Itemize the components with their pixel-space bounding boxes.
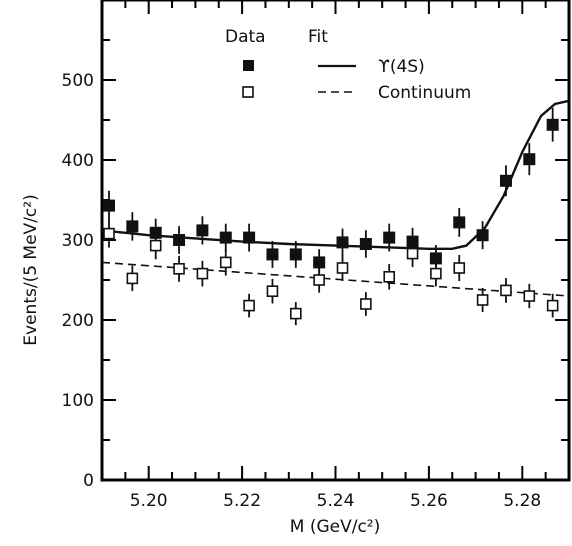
x-tick-label: 5.28	[503, 491, 541, 511]
y-tick-label: 300	[62, 231, 94, 251]
data-point-filled	[219, 231, 232, 244]
continuum-point-open	[243, 299, 255, 312]
data-point-filled	[126, 220, 139, 233]
legend-filled-square-marker	[243, 60, 254, 71]
continuum-point-open	[196, 267, 209, 280]
continuum-point-open	[126, 272, 139, 285]
data-point-filled	[103, 199, 116, 212]
continuum-fit-line	[101, 261, 570, 297]
legend-fit-label-continuum: Continuum	[378, 83, 471, 103]
data-point-filled	[523, 153, 536, 166]
continuum-point-open	[406, 247, 419, 260]
data-point-filled	[196, 224, 209, 237]
continuum-point-open	[219, 256, 232, 269]
y-axis-label: Events/(5 MeV/c²)	[21, 194, 41, 345]
data-point-filled	[289, 248, 302, 261]
continuum-point-open	[290, 307, 302, 320]
continuum-point-open	[173, 262, 185, 275]
x-tick-label: 5.20	[130, 491, 168, 511]
continuum-point-open	[430, 267, 442, 280]
legend-fit-header: Fit	[308, 27, 328, 47]
x-tick-label: 5.26	[410, 491, 448, 511]
y-tick-label: 500	[62, 71, 94, 91]
y-tick-label: 200	[62, 311, 94, 331]
upsilon-fit-curve	[101, 99, 570, 250]
y-tick-label: 100	[62, 391, 94, 411]
continuum-point-open	[383, 270, 396, 283]
data-point-filled	[243, 231, 256, 244]
legend-open-square-marker	[242, 86, 254, 98]
data-point-filled	[359, 238, 372, 250]
x-tick-label: 5.22	[223, 491, 261, 511]
data-point-filled	[313, 256, 326, 269]
data-point-filled	[336, 236, 349, 249]
continuum-point-open	[149, 239, 162, 252]
continuum-point-open	[266, 285, 279, 298]
error-bars	[108, 107, 554, 326]
data-point-filled	[546, 118, 559, 131]
axis-ticks	[101, 0, 570, 481]
continuum-point-open	[523, 290, 536, 302]
legend-data-header: Data	[225, 27, 266, 47]
data-point-filled	[173, 234, 186, 246]
continuum-point-open	[453, 262, 466, 274]
continuum-point-open	[500, 284, 512, 297]
data-point-filled	[476, 229, 489, 242]
legend: Data Fit ϒ(4S) Continuum	[225, 27, 471, 103]
plot-frame	[100, 0, 571, 482]
continuum-point-open	[336, 262, 349, 274]
x-axis-label: M (GeV/c²)	[290, 517, 381, 537]
data-point-filled	[429, 252, 442, 265]
data-point-filled	[499, 174, 512, 187]
continuum-point-open	[103, 227, 115, 240]
fit-curves	[101, 99, 570, 297]
x-tick-label: 5.24	[317, 491, 355, 511]
tick-labels: 5.20 5.22 5.24 5.26 5.28 0 100 200 300 400 500	[62, 71, 542, 511]
continuum-point-open	[476, 294, 489, 306]
data-points	[103, 118, 559, 320]
y-tick-label: 400	[62, 151, 94, 171]
data-point-filled	[149, 226, 162, 239]
y-tick-label: 0	[83, 471, 94, 491]
data-point-filled	[266, 248, 279, 261]
data-point-filled	[406, 235, 419, 248]
legend-fit-label-upsilon: ϒ(4S)	[378, 57, 425, 77]
continuum-point-open	[546, 299, 559, 312]
continuum-point-open	[360, 298, 372, 310]
continuum-point-open	[313, 274, 325, 286]
data-point-filled	[453, 216, 466, 229]
data-point-filled	[383, 231, 396, 244]
